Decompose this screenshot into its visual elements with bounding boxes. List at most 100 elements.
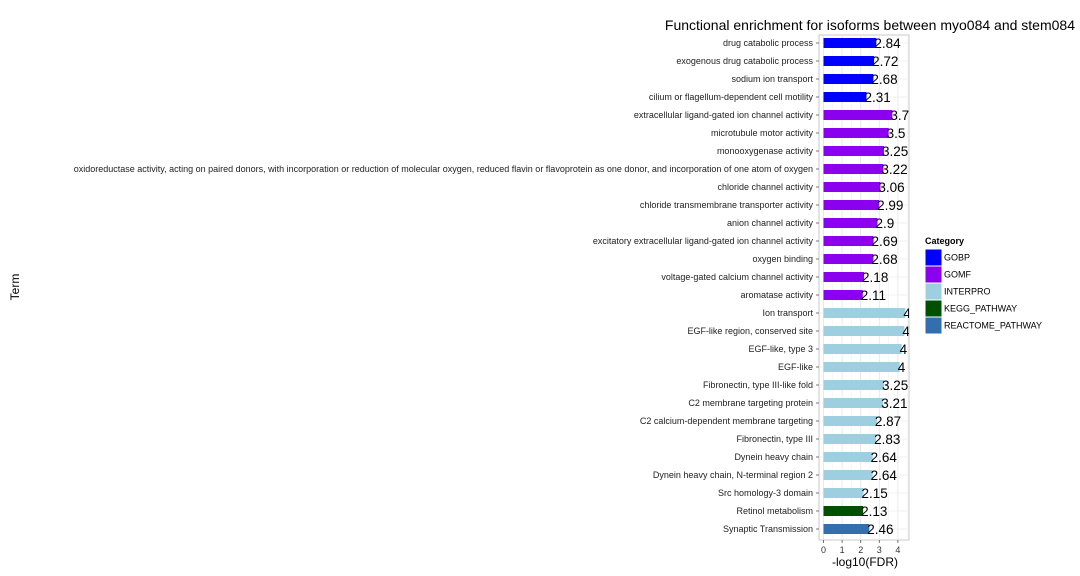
term-label: excitatory extracellular ligand-gated io…: [593, 236, 814, 246]
bar: [823, 398, 884, 408]
value-labels: 2.84 2.72 2.68 2.313.7 3.5 3.25 3.22 3.06 2.99 2.…: [861, 36, 911, 537]
term-label: Synaptic Transmission: [723, 524, 813, 534]
term-label: Fibronectin, type III: [736, 434, 813, 444]
bar: [823, 182, 881, 192]
value-label: 2.87: [875, 414, 901, 429]
value-label: 3.25: [882, 378, 908, 393]
term-label: EGF-like, type 3: [748, 344, 813, 354]
term-label: Ion transport: [762, 308, 813, 318]
term-label: Retinol metabolism: [736, 506, 813, 516]
bar: [823, 362, 900, 372]
term-label: aromatase activity: [740, 290, 813, 300]
term-label: Fibronectin, type III-like fold: [703, 380, 813, 390]
bar: [823, 290, 863, 300]
legend-label: GOBP: [944, 253, 970, 263]
value-label: 3.06: [878, 180, 904, 195]
value-label: 2.64: [871, 468, 898, 483]
value-label: 2.11: [861, 288, 886, 303]
value-label: 2.31: [864, 90, 890, 105]
bar: [823, 200, 880, 210]
bar: [823, 146, 884, 156]
bar: [823, 344, 902, 354]
term-label: drug catabolic process: [723, 38, 814, 48]
x-tick-label: 2: [858, 545, 863, 555]
legend-label: KEGG_PATHWAY: [944, 304, 1017, 314]
x-tick-label: 1: [840, 545, 845, 555]
bar: [823, 236, 874, 246]
legend-swatch: [924, 248, 943, 267]
bar: [823, 326, 905, 336]
term-label: Dynein heavy chain, N-terminal region 2: [653, 470, 813, 480]
bar: [823, 524, 870, 534]
value-label: 3.22: [881, 162, 907, 177]
term-labels: drug catabolic process exogenous drug cat…: [74, 38, 819, 534]
value-label: 4: [898, 360, 906, 375]
value-label: 4: [900, 342, 908, 357]
term-label: extracellular ligand-gated ion channel a…: [634, 110, 814, 120]
bar: [823, 164, 884, 174]
term-label: chloride channel activity: [717, 182, 813, 192]
bar: [823, 128, 889, 138]
bar: [823, 308, 906, 318]
bar: [823, 506, 864, 516]
term-label: chloride transmembrane transporter activ…: [640, 200, 814, 210]
value-label: 2.18: [862, 270, 888, 285]
value-label: 2.99: [877, 198, 903, 213]
legend: Category GOBP GOMF INTERPRO KEGG_PATHWAY REA…: [924, 236, 1042, 335]
term-label: C2 membrane targeting protein: [688, 398, 813, 408]
term-label: monooxygenase activity: [717, 146, 814, 156]
bar: [823, 416, 877, 426]
value-label: 2.46: [867, 522, 893, 537]
legend-swatch: [924, 265, 943, 284]
legend-title: Category: [925, 236, 964, 246]
y-axis-title: Term: [8, 274, 22, 301]
bar: [823, 488, 864, 498]
term-label: Src homology-3 domain: [718, 488, 813, 498]
term-label: cilium or flagellum-dependent cell motil…: [649, 92, 814, 102]
term-label: Dynein heavy chain: [734, 452, 813, 462]
term-label: EGF-like region, conserved site: [687, 326, 813, 336]
bar: [823, 110, 893, 120]
term-label: exogenous drug catabolic process: [676, 56, 813, 66]
value-label: 2.68: [871, 72, 897, 87]
value-label: 2.15: [861, 486, 887, 501]
value-label: 2.9: [875, 216, 894, 231]
x-tick-label: 4: [895, 545, 900, 555]
bar: [823, 434, 877, 444]
term-label: oxidoreductase activity, acting on paire…: [74, 164, 813, 174]
legend-swatch: [924, 282, 943, 301]
legend-swatch: [924, 299, 943, 318]
legend-swatch: [924, 316, 943, 335]
x-axis-ticks: 0 1 2 3 4: [821, 540, 900, 555]
bars: [823, 38, 906, 534]
term-label: microtubule motor activity: [711, 128, 814, 138]
bar: [823, 92, 867, 102]
chart-title: Functional enrichment for isoforms betwe…: [665, 17, 1075, 33]
bar: [823, 218, 878, 228]
value-label: 2.13: [861, 504, 887, 519]
value-label: 3.7: [890, 108, 909, 123]
value-label: 3.25: [882, 144, 908, 159]
value-label: 4: [903, 306, 911, 321]
term-label: anion channel activity: [727, 218, 814, 228]
bar: [823, 38, 877, 48]
value-label: 3.5: [887, 126, 906, 141]
term-label: EGF-like: [778, 362, 813, 372]
term-label: sodium ion transport: [731, 74, 813, 84]
value-label: 2.83: [874, 432, 900, 447]
value-label: 2.68: [871, 252, 897, 267]
bar: [823, 470, 873, 480]
x-tick-label: 3: [877, 545, 882, 555]
bar: [823, 74, 874, 84]
legend-label: REACTOME_PATHWAY: [944, 321, 1042, 331]
x-tick-label: 0: [821, 545, 826, 555]
x-axis-title: -log10(FDR): [832, 555, 898, 569]
bar: [823, 380, 884, 390]
value-label: 2.69: [872, 234, 898, 249]
value-label: 2.64: [871, 450, 898, 465]
value-label: 2.84: [874, 36, 901, 51]
value-label: 3.21: [881, 396, 907, 411]
term-label: C2 calcium-dependent membrane targeting: [640, 416, 813, 426]
term-label: voltage-gated calcium channel activity: [661, 272, 813, 282]
